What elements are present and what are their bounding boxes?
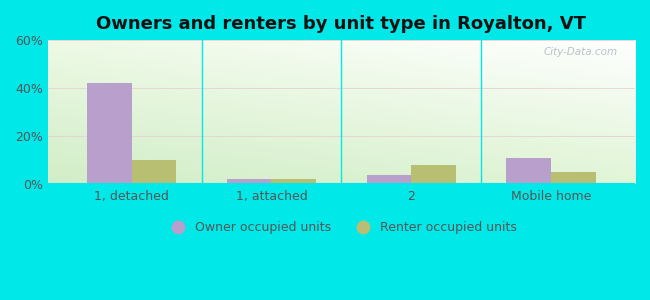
Bar [367, 175, 411, 184]
Bar [506, 158, 551, 184]
Bar [227, 179, 272, 184]
Legend: Owner occupied units, Renter occupied units: Owner occupied units, Renter occupied un… [161, 216, 522, 239]
Text: City-Data.com: City-Data.com [543, 47, 618, 57]
Title: Owners and renters by unit type in Royalton, VT: Owners and renters by unit type in Royal… [96, 15, 586, 33]
Bar [87, 83, 132, 184]
Bar [132, 160, 176, 184]
Bar [411, 165, 456, 184]
Bar [551, 172, 596, 184]
Bar [272, 179, 316, 184]
